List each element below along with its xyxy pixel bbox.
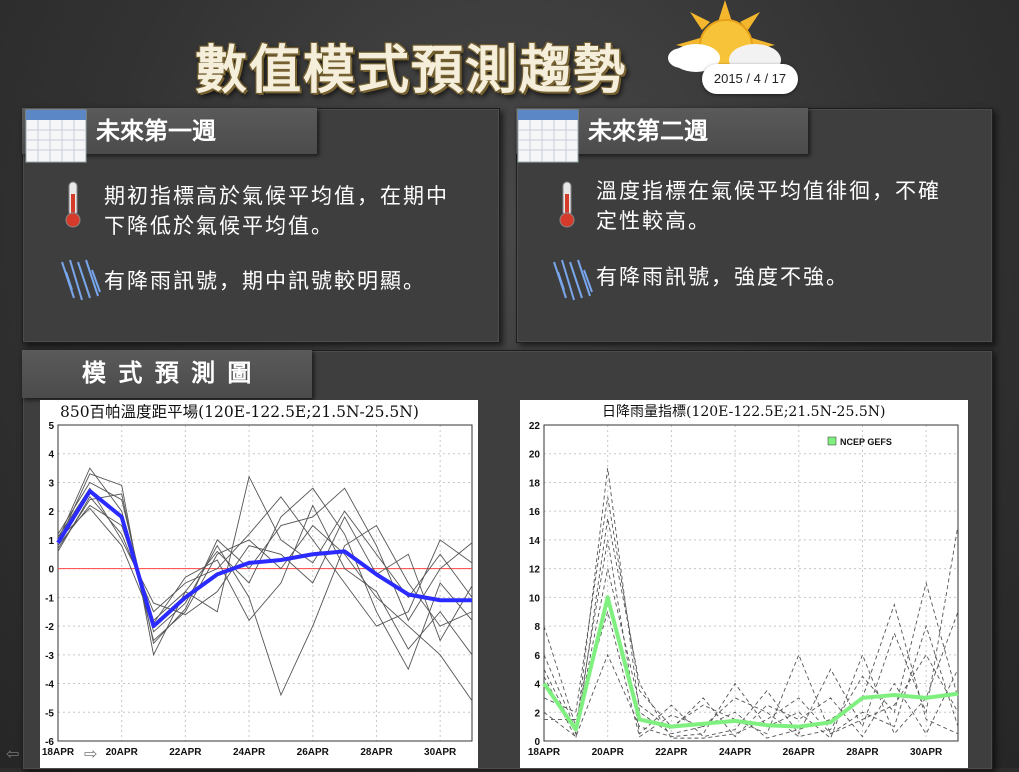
x-tick-label: 20APR: [106, 747, 139, 758]
y-tick-label: 5: [48, 421, 54, 432]
y-tick-label: -6: [45, 737, 54, 748]
x-tick-label: 22APR: [169, 747, 202, 758]
calendar-icon: [25, 109, 87, 163]
x-tick-label: 26APR: [783, 747, 816, 758]
y-tick-label: 18: [529, 478, 541, 489]
y-tick-label: 4: [534, 680, 540, 691]
week1-temperature-line2: 下降低於氣候平均值。: [104, 214, 334, 238]
x-tick-label: 30APR: [910, 747, 943, 758]
y-tick-label: -5: [45, 708, 54, 719]
thermometer-icon: [65, 181, 81, 228]
x-tick-label: 24APR: [719, 747, 752, 758]
ensemble-mean-line: [542, 595, 959, 732]
week2-rain-text: 有降雨訊號，強度不強。: [596, 265, 849, 289]
model-label: 模 式 預 測 圖: [82, 358, 254, 387]
ensemble-member-line: [544, 603, 959, 739]
x-tick-label: 26APR: [297, 747, 330, 758]
y-tick-label: 3: [48, 478, 54, 489]
y-tick-label: 4: [48, 450, 54, 461]
x-tick-label: 18APR: [42, 747, 75, 758]
y-tick-label: 6: [534, 651, 540, 662]
week2-temperature-line1: 溫度指標在氣候平均值徘徊，不確: [596, 179, 941, 203]
y-tick-label: 16: [529, 507, 541, 518]
date-label: 2015 / 4 / 17: [702, 64, 798, 94]
plot-frame: [543, 424, 959, 742]
x-tick-label: 30APR: [424, 747, 457, 758]
week2-label: 未來第二週: [588, 116, 708, 145]
y-tick-label: -4: [45, 680, 54, 691]
ensemble-member-line: [57, 481, 473, 697]
next-slide-icon[interactable]: ⇨: [84, 744, 98, 763]
ensemble-member-line: [543, 496, 959, 735]
x-tick-label: 18APR: [528, 747, 561, 758]
thermometer-icon: [559, 181, 575, 228]
ensemble-member-line: [57, 487, 473, 642]
chart-title: 日降雨量指標(120E-122.5E;21.5N-25.5N): [602, 404, 886, 420]
y-tick-label: 2: [48, 507, 54, 518]
calendar-icon: [517, 109, 579, 163]
y-tick-label: 2: [534, 708, 540, 719]
y-tick-label: 12: [529, 565, 541, 576]
ensemble-member-line: [543, 611, 959, 739]
y-tick-label: 20: [529, 450, 541, 461]
ensemble-member-line: [57, 473, 473, 671]
temperature-chart: 850百帕溫度距平場(120E-122.5E;21.5N-25.5N) 5 4 3 2…: [40, 400, 478, 768]
x-tick-label: 20APR: [592, 747, 625, 758]
legend-swatch: [827, 436, 837, 446]
x-tick-label: 24APR: [233, 747, 266, 758]
week1-label: 未來第一週: [96, 116, 216, 145]
ensemble-member-line: [57, 487, 473, 645]
week1-temperature-text: 期初指標高於氣候平均值，在期中 下降低於氣候平均值。: [104, 181, 449, 241]
rain-icon: [61, 259, 101, 301]
x-tick-label: 28APR: [360, 747, 393, 758]
y-tick-label: 0: [48, 565, 54, 576]
ensemble-mean-line: [56, 489, 472, 629]
y-tick-label: 8: [534, 622, 540, 633]
plot-frame: [57, 424, 473, 742]
y-tick-label: -1: [45, 593, 54, 604]
ensemble-member-line: [57, 496, 473, 627]
y-tick-label: 0: [534, 737, 540, 748]
week2-temperature-text: 溫度指標在氣候平均值徘徊，不確 定性較高。: [596, 176, 941, 236]
ensemble-member-line: [57, 475, 473, 622]
y-tick-label: 22: [529, 421, 541, 432]
y-tick-label: 14: [529, 536, 541, 547]
ensemble-member-line: [57, 504, 473, 656]
week1-temperature-line1: 期初指標高於氣候平均值，在期中: [104, 184, 449, 208]
ensemble-member-line: [543, 518, 959, 740]
rain-icon: [553, 259, 593, 301]
legend-label: NCEP GEFS: [840, 437, 892, 447]
ensemble-member-line: [543, 568, 959, 738]
y-tick-label: -2: [45, 622, 54, 633]
week1-rain-text: 有降雨訊號，期中訊號較明顯。: [104, 269, 426, 293]
week2-temperature-line2: 定性較高。: [596, 209, 711, 233]
chart-title: 850百帕溫度距平場(120E-122.5E;21.5N-25.5N): [60, 403, 419, 421]
y-tick-label: 1: [48, 536, 54, 547]
x-tick-label: 28APR: [846, 747, 879, 758]
model-tab: 模 式 預 測 圖: [22, 350, 312, 398]
rainfall-chart: 日降雨量指標(120E-122.5E;21.5N-25.5N) 22 20 18 16…: [520, 400, 968, 768]
y-tick-label: -3: [45, 651, 54, 662]
x-tick-label: 22APR: [655, 747, 688, 758]
prev-slide-icon[interactable]: ⇦: [6, 744, 20, 763]
y-tick-label: 10: [529, 593, 541, 604]
page-title: 數值模式預測趨勢: [195, 40, 628, 101]
